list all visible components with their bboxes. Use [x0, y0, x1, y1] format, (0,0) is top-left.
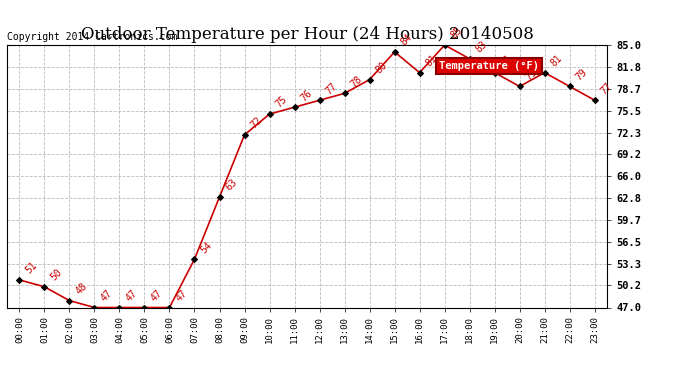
Text: 81: 81 [549, 53, 564, 69]
Text: 79: 79 [524, 67, 539, 82]
Point [589, 97, 600, 103]
Point [139, 304, 150, 310]
Text: 47: 47 [124, 288, 139, 303]
Text: 72: 72 [248, 115, 264, 130]
Point [339, 90, 350, 96]
Text: 63: 63 [224, 177, 239, 193]
Text: 80: 80 [374, 60, 389, 75]
Text: 78: 78 [348, 74, 364, 89]
Point [214, 194, 225, 200]
Point [164, 304, 175, 310]
Point [289, 104, 300, 110]
Point [314, 97, 325, 103]
Text: 51: 51 [23, 260, 39, 276]
Text: 83: 83 [474, 39, 489, 55]
Text: 84: 84 [399, 32, 414, 48]
Text: 77: 77 [324, 81, 339, 96]
Text: 75: 75 [274, 94, 289, 110]
Point [414, 70, 425, 76]
Text: 47: 47 [99, 288, 114, 303]
Point [114, 304, 125, 310]
Text: 85: 85 [448, 26, 464, 41]
Point [264, 111, 275, 117]
Text: 48: 48 [74, 281, 89, 296]
Text: Temperature (°F): Temperature (°F) [439, 61, 539, 71]
Point [564, 84, 575, 90]
Text: Copyright 2014 Cartronics.com: Copyright 2014 Cartronics.com [7, 32, 177, 42]
Text: 47: 47 [174, 288, 189, 303]
Text: 50: 50 [48, 267, 64, 283]
Text: 81: 81 [499, 53, 514, 69]
Point [539, 70, 550, 76]
Point [14, 277, 25, 283]
Text: 54: 54 [199, 240, 214, 255]
Point [489, 70, 500, 76]
Text: 77: 77 [599, 81, 614, 96]
Text: 76: 76 [299, 88, 314, 103]
Point [89, 304, 100, 310]
Point [239, 132, 250, 138]
Title: Outdoor Temperature per Hour (24 Hours) 20140508: Outdoor Temperature per Hour (24 Hours) … [81, 27, 533, 44]
Point [439, 42, 450, 48]
Point [39, 284, 50, 290]
Point [464, 56, 475, 62]
Point [514, 84, 525, 90]
Text: 79: 79 [574, 67, 589, 82]
Point [64, 298, 75, 304]
Point [364, 76, 375, 82]
Point [189, 256, 200, 262]
Text: 47: 47 [148, 288, 164, 303]
Text: 81: 81 [424, 53, 439, 69]
Point [389, 49, 400, 55]
